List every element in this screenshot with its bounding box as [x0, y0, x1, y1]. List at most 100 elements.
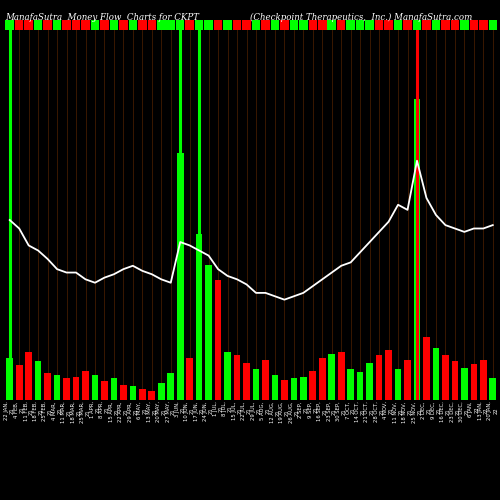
Bar — [442, 355, 448, 400]
Bar — [346, 20, 355, 30]
Bar — [72, 377, 80, 400]
Bar — [348, 369, 354, 400]
Bar — [337, 20, 345, 30]
Bar — [432, 20, 440, 30]
Bar — [234, 355, 240, 400]
Bar — [233, 20, 241, 30]
Bar — [186, 20, 194, 30]
Bar — [384, 20, 393, 30]
Bar — [461, 368, 468, 400]
Bar — [299, 20, 308, 30]
Bar — [404, 20, 412, 30]
Bar — [176, 20, 184, 30]
Bar — [386, 350, 392, 400]
Bar — [196, 234, 202, 400]
Bar — [281, 380, 287, 400]
Bar — [138, 20, 146, 30]
Bar — [195, 20, 203, 30]
Bar — [215, 280, 222, 400]
Bar — [130, 386, 136, 400]
Bar — [338, 352, 344, 400]
Bar — [62, 20, 71, 30]
Bar — [272, 376, 278, 400]
Bar — [252, 369, 260, 400]
Bar — [310, 370, 316, 400]
Bar — [432, 348, 440, 400]
Bar — [356, 20, 364, 30]
Bar — [480, 360, 486, 400]
Bar — [128, 20, 137, 30]
Bar — [366, 20, 374, 30]
Bar — [6, 358, 13, 400]
Bar — [376, 355, 382, 400]
Bar — [15, 20, 24, 30]
Bar — [318, 20, 326, 30]
Bar — [90, 20, 99, 30]
Bar — [460, 20, 468, 30]
Bar — [224, 20, 232, 30]
Bar — [16, 366, 22, 400]
Bar — [157, 20, 166, 30]
Bar — [404, 360, 411, 400]
Bar — [470, 364, 477, 400]
Bar — [63, 378, 70, 400]
Bar — [177, 153, 184, 400]
Bar — [81, 20, 90, 30]
Bar — [280, 20, 288, 30]
Bar — [479, 20, 488, 30]
Bar — [270, 20, 279, 30]
Bar — [26, 352, 32, 400]
Bar — [166, 20, 175, 30]
Bar — [158, 383, 164, 400]
Bar — [394, 20, 402, 30]
Bar — [224, 352, 231, 400]
Text: (Checkpoint Therapeutics,  Inc.) ManafaSutra.com: (Checkpoint Therapeutics, Inc.) ManafaSu… — [250, 12, 472, 22]
Bar — [319, 358, 326, 400]
Bar — [206, 265, 212, 400]
Bar — [101, 380, 108, 400]
Bar — [120, 384, 126, 400]
Bar — [366, 363, 373, 400]
Bar — [54, 376, 60, 400]
Bar — [100, 20, 108, 30]
Bar — [394, 369, 402, 400]
Bar — [204, 20, 213, 30]
Bar — [252, 20, 260, 30]
Bar — [308, 20, 317, 30]
Bar — [148, 20, 156, 30]
Bar — [441, 20, 450, 30]
Bar — [242, 20, 251, 30]
Bar — [168, 373, 174, 400]
Text: ManafaSutra  Money Flow  Charts for CKPT: ManafaSutra Money Flow Charts for CKPT — [5, 12, 199, 22]
Bar — [44, 373, 51, 400]
Bar — [300, 377, 306, 400]
Bar — [34, 20, 42, 30]
Bar — [243, 363, 250, 400]
Bar — [92, 376, 98, 400]
Bar — [6, 20, 14, 30]
Bar — [414, 99, 420, 400]
Bar — [375, 20, 384, 30]
Bar — [82, 370, 89, 400]
Bar — [110, 378, 117, 400]
Bar — [423, 336, 430, 400]
Bar — [53, 20, 62, 30]
Bar — [119, 20, 128, 30]
Bar — [422, 20, 430, 30]
Bar — [328, 20, 336, 30]
Bar — [470, 20, 478, 30]
Bar — [488, 20, 497, 30]
Bar — [44, 20, 52, 30]
Bar — [139, 389, 145, 400]
Bar — [450, 20, 459, 30]
Bar — [262, 360, 269, 400]
Bar — [186, 358, 193, 400]
Bar — [290, 378, 297, 400]
Bar — [35, 362, 42, 400]
Bar — [72, 20, 80, 30]
Bar — [328, 354, 335, 400]
Bar — [357, 372, 364, 400]
Bar — [214, 20, 222, 30]
Bar — [490, 378, 496, 400]
Bar — [261, 20, 270, 30]
